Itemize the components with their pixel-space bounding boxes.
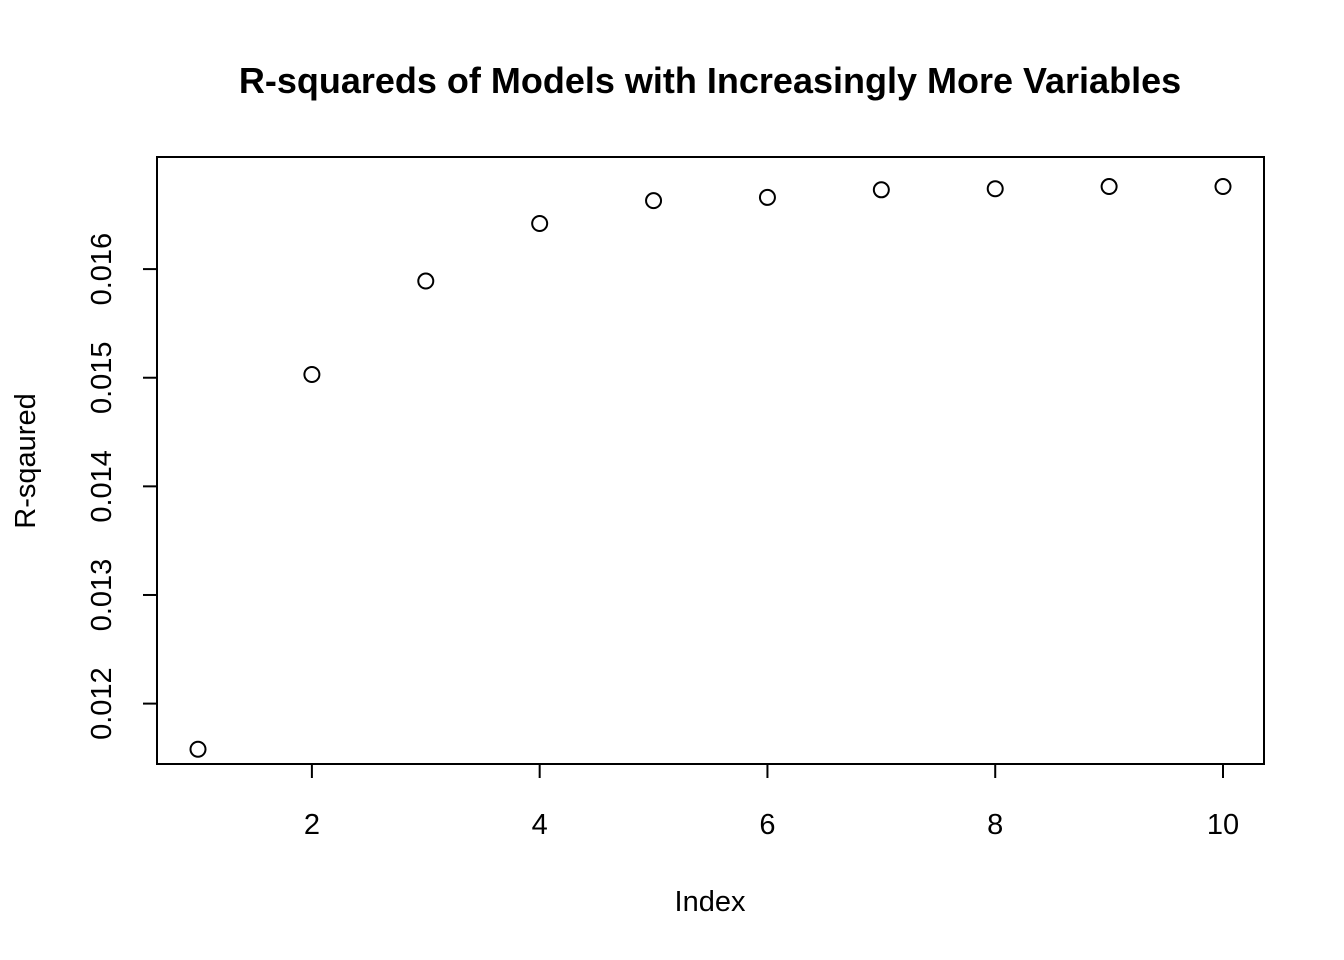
x-axis: 2 4 6 8 10 [304, 764, 1239, 841]
data-point [303, 365, 321, 383]
x-axis-label: Index [675, 886, 746, 918]
y-tick-label: 0.012 [86, 667, 118, 740]
plot-frame [156, 156, 1265, 765]
y-tick-label: 0.013 [86, 559, 118, 632]
y-axis-label: R-sqaured [10, 393, 42, 528]
chart-title: R-squareds of Models with Increasingly M… [239, 60, 1181, 101]
x-tick-label: 10 [1207, 809, 1239, 841]
data-points [189, 178, 1232, 758]
data-point [758, 188, 776, 206]
x-tick-label: 4 [532, 809, 548, 841]
data-point [1214, 178, 1232, 196]
x-tick-label: 6 [759, 809, 775, 841]
y-tick-label: 0.014 [86, 450, 118, 523]
x-tick-label: 8 [987, 809, 1003, 841]
x-tick-label: 2 [304, 809, 320, 841]
data-point [531, 214, 549, 232]
y-tick-label: 0.015 [86, 341, 118, 414]
data-point [872, 181, 890, 199]
y-axis: 0.012 0.013 0.014 0.015 0.016 [86, 233, 157, 740]
data-point [986, 180, 1004, 198]
data-point [189, 740, 207, 758]
data-point [417, 272, 435, 290]
data-point [1100, 178, 1118, 196]
y-tick-label: 0.016 [86, 233, 118, 306]
data-point [645, 192, 663, 210]
